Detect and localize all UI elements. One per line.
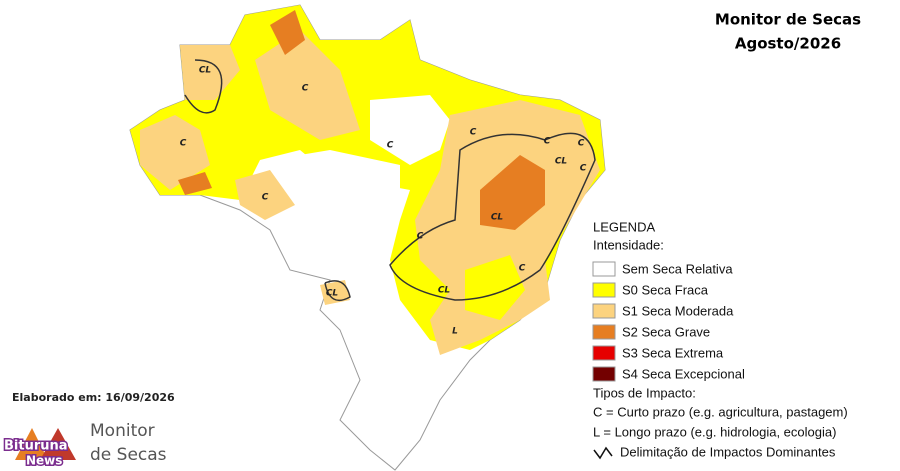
impact-line xyxy=(324,280,351,301)
subtitle: Agosto/2026 xyxy=(735,35,841,53)
legend-swatch xyxy=(592,324,616,340)
map-label: C xyxy=(387,141,394,151)
logo-text: Monitor xyxy=(90,421,155,441)
map-label: C xyxy=(519,264,526,274)
map-labels: CL C C C C C C CL C C CL C C CL L CL xyxy=(180,66,587,337)
legend-swatch xyxy=(592,303,616,319)
map-label: C xyxy=(580,164,587,174)
map-label: CL xyxy=(326,289,339,299)
map-label: CL xyxy=(491,213,504,223)
logo-text: de Secas xyxy=(90,445,167,465)
map-label: C xyxy=(417,232,424,242)
map-label: C xyxy=(544,137,551,147)
drought-s1 xyxy=(320,280,350,305)
legend-swatch xyxy=(592,261,616,277)
impact-line xyxy=(389,132,596,301)
drought-s1 xyxy=(180,45,240,100)
drought-s2 xyxy=(480,155,545,230)
logo-icon xyxy=(15,428,48,460)
title: Monitor de Secas xyxy=(715,11,861,29)
impact-line xyxy=(184,59,223,114)
map-label: CL xyxy=(438,286,451,296)
drought-s1 xyxy=(235,170,295,220)
map-label: C xyxy=(180,139,187,149)
impact-title: Tipos de Impacto: xyxy=(593,385,696,400)
no-drought xyxy=(370,95,450,165)
map-label: C xyxy=(262,193,269,203)
legend-swatch xyxy=(592,345,616,361)
map-label: CL xyxy=(555,157,568,167)
watermark: Bituruna xyxy=(4,439,68,454)
impact-line-icon xyxy=(593,446,613,460)
watermark: News xyxy=(26,454,62,468)
logo: Monitor de Secas Bituruna News xyxy=(3,421,167,469)
legend-label: S3 Seca Extrema xyxy=(622,345,724,360)
legend-label: S2 Seca Grave xyxy=(622,324,710,339)
map-label: C xyxy=(470,128,477,138)
legend-label: S1 Seca Moderada xyxy=(622,303,734,318)
map xyxy=(129,4,606,471)
drought-s1 xyxy=(140,115,210,190)
impact-item: C = Curto prazo (e.g. agricultura, pasta… xyxy=(593,404,848,419)
map-label: C xyxy=(578,139,585,149)
legend-swatch xyxy=(592,366,616,382)
drought-s1 xyxy=(255,30,360,140)
legend-subtitle: Intensidade: xyxy=(593,237,664,252)
impact-item: Delimitação de Impactos Dominantes xyxy=(620,444,836,459)
drought-s0-inner xyxy=(465,255,525,320)
legend-title: LEGENDA xyxy=(593,219,655,234)
legend-label: S0 Seca Fraca xyxy=(622,282,709,297)
logo-icon xyxy=(40,428,76,460)
impact-item: L = Longo prazo (e.g. hidrologia, ecolog… xyxy=(593,424,836,439)
map-label: C xyxy=(302,84,309,94)
legend-swatch xyxy=(592,282,616,298)
legend-label: S4 Seca Excepcional xyxy=(622,366,745,381)
drought-s2 xyxy=(178,172,212,195)
no-drought xyxy=(270,150,400,190)
created-date: Elaborado em: 16/09/2026 xyxy=(12,391,175,404)
map-label: CL xyxy=(199,66,212,76)
drought-s2 xyxy=(270,10,305,55)
legend: Sem Seca Relativa S0 Seca Fraca S1 Seca Mo… xyxy=(592,261,745,382)
legend-label: Sem Seca Relativa xyxy=(622,261,733,276)
map-label: L xyxy=(452,327,458,337)
